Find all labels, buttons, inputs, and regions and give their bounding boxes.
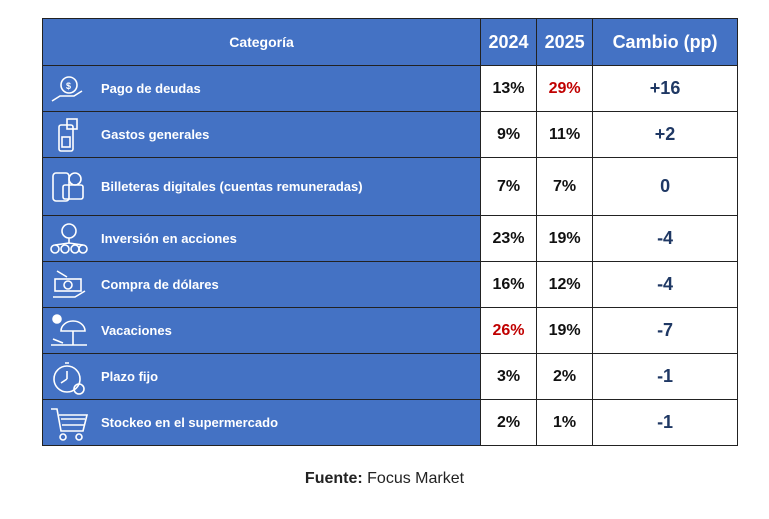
value-change: -7 — [592, 307, 738, 354]
phone-wallet-icon — [52, 171, 84, 202]
money-bag-hand-icon: $ — [51, 75, 83, 102]
value-2024: 16% — [479, 261, 538, 308]
table-row: Billeteras digitales (cuentas remunerada… — [42, 157, 738, 216]
table-row: Inversión en acciones 23% 19% -4 — [42, 215, 738, 262]
cash-hand-icon — [53, 269, 86, 298]
header-2025: 2025 — [536, 18, 594, 66]
investment-network-icon — [50, 222, 88, 254]
svg-text:$: $ — [66, 81, 71, 91]
category-cell: Gastos generales — [42, 111, 481, 158]
category-cell: $ Pago de deudas — [42, 65, 481, 112]
value-change: -4 — [592, 261, 738, 308]
table-row: Vacaciones 26% 19% -7 — [42, 307, 738, 354]
beach-umbrella-icon — [51, 313, 87, 346]
header-change: Cambio (pp) — [592, 18, 738, 66]
header-category: Categoría — [42, 18, 481, 66]
stopwatch-dollar-icon — [53, 361, 85, 395]
source-note: Fuente: Focus Market — [0, 470, 769, 488]
shopping-cart-icon — [51, 407, 89, 441]
value-2025: 19% — [536, 215, 594, 262]
category-cell: Plazo fijo — [42, 353, 481, 400]
value-2024: 9% — [479, 111, 538, 158]
value-2024: 26% — [479, 307, 538, 354]
value-2025: 11% — [536, 111, 594, 158]
source-value: Focus Market — [367, 470, 465, 487]
category-label: Billeteras digitales (cuentas remunerada… — [101, 179, 363, 194]
value-change: +2 — [592, 111, 738, 158]
value-change: -1 — [592, 399, 738, 446]
value-2024: 23% — [479, 215, 538, 262]
category-label: Vacaciones — [101, 323, 172, 338]
value-2025: 7% — [536, 157, 594, 216]
value-2025: 19% — [536, 307, 594, 354]
value-change: +16 — [592, 65, 738, 112]
category-cell: Inversión en acciones — [42, 215, 481, 262]
value-change: -4 — [592, 215, 738, 262]
table-row: Gastos generales 9% 11% +2 — [42, 111, 738, 158]
category-cell: Stockeo en el supermercado — [42, 399, 481, 446]
table-row: $ Pago de deudas 13% 29% +16 — [42, 65, 738, 112]
category-label: Stockeo en el supermercado — [101, 415, 279, 430]
category-label: Pago de deudas — [101, 81, 201, 96]
value-2025: 29% — [536, 65, 594, 112]
source-label: Fuente: — [304, 470, 363, 487]
category-cell: Billeteras digitales (cuentas remunerada… — [42, 157, 481, 216]
payment-terminal-icon — [58, 117, 78, 152]
value-2025: 1% — [536, 399, 594, 446]
value-2024: 3% — [479, 353, 538, 400]
table-row: Plazo fijo 3% 2% -1 — [42, 353, 738, 400]
category-label: Plazo fijo — [101, 369, 159, 384]
category-label: Gastos generales — [101, 127, 210, 142]
value-2024: 7% — [479, 157, 538, 216]
category-cell: Vacaciones — [42, 307, 481, 354]
table-row: Stockeo en el supermercado 2% 1% -1 — [42, 399, 738, 446]
value-2024: 13% — [479, 65, 538, 112]
value-change: 0 — [592, 157, 738, 216]
data-table: Categoría 2024 2025 Cambio (pp) $ Pago d… — [42, 18, 738, 446]
header-2024: 2024 — [479, 18, 538, 66]
category-cell: Compra de dólares — [42, 261, 481, 308]
value-change: -1 — [592, 353, 738, 400]
value-2025: 12% — [536, 261, 594, 308]
value-2024: 2% — [479, 399, 538, 446]
table-row: Compra de dólares 16% 12% -4 — [42, 261, 738, 308]
category-label: Compra de dólares — [101, 277, 219, 292]
value-2025: 2% — [536, 353, 594, 400]
category-label: Inversión en acciones — [101, 231, 237, 246]
